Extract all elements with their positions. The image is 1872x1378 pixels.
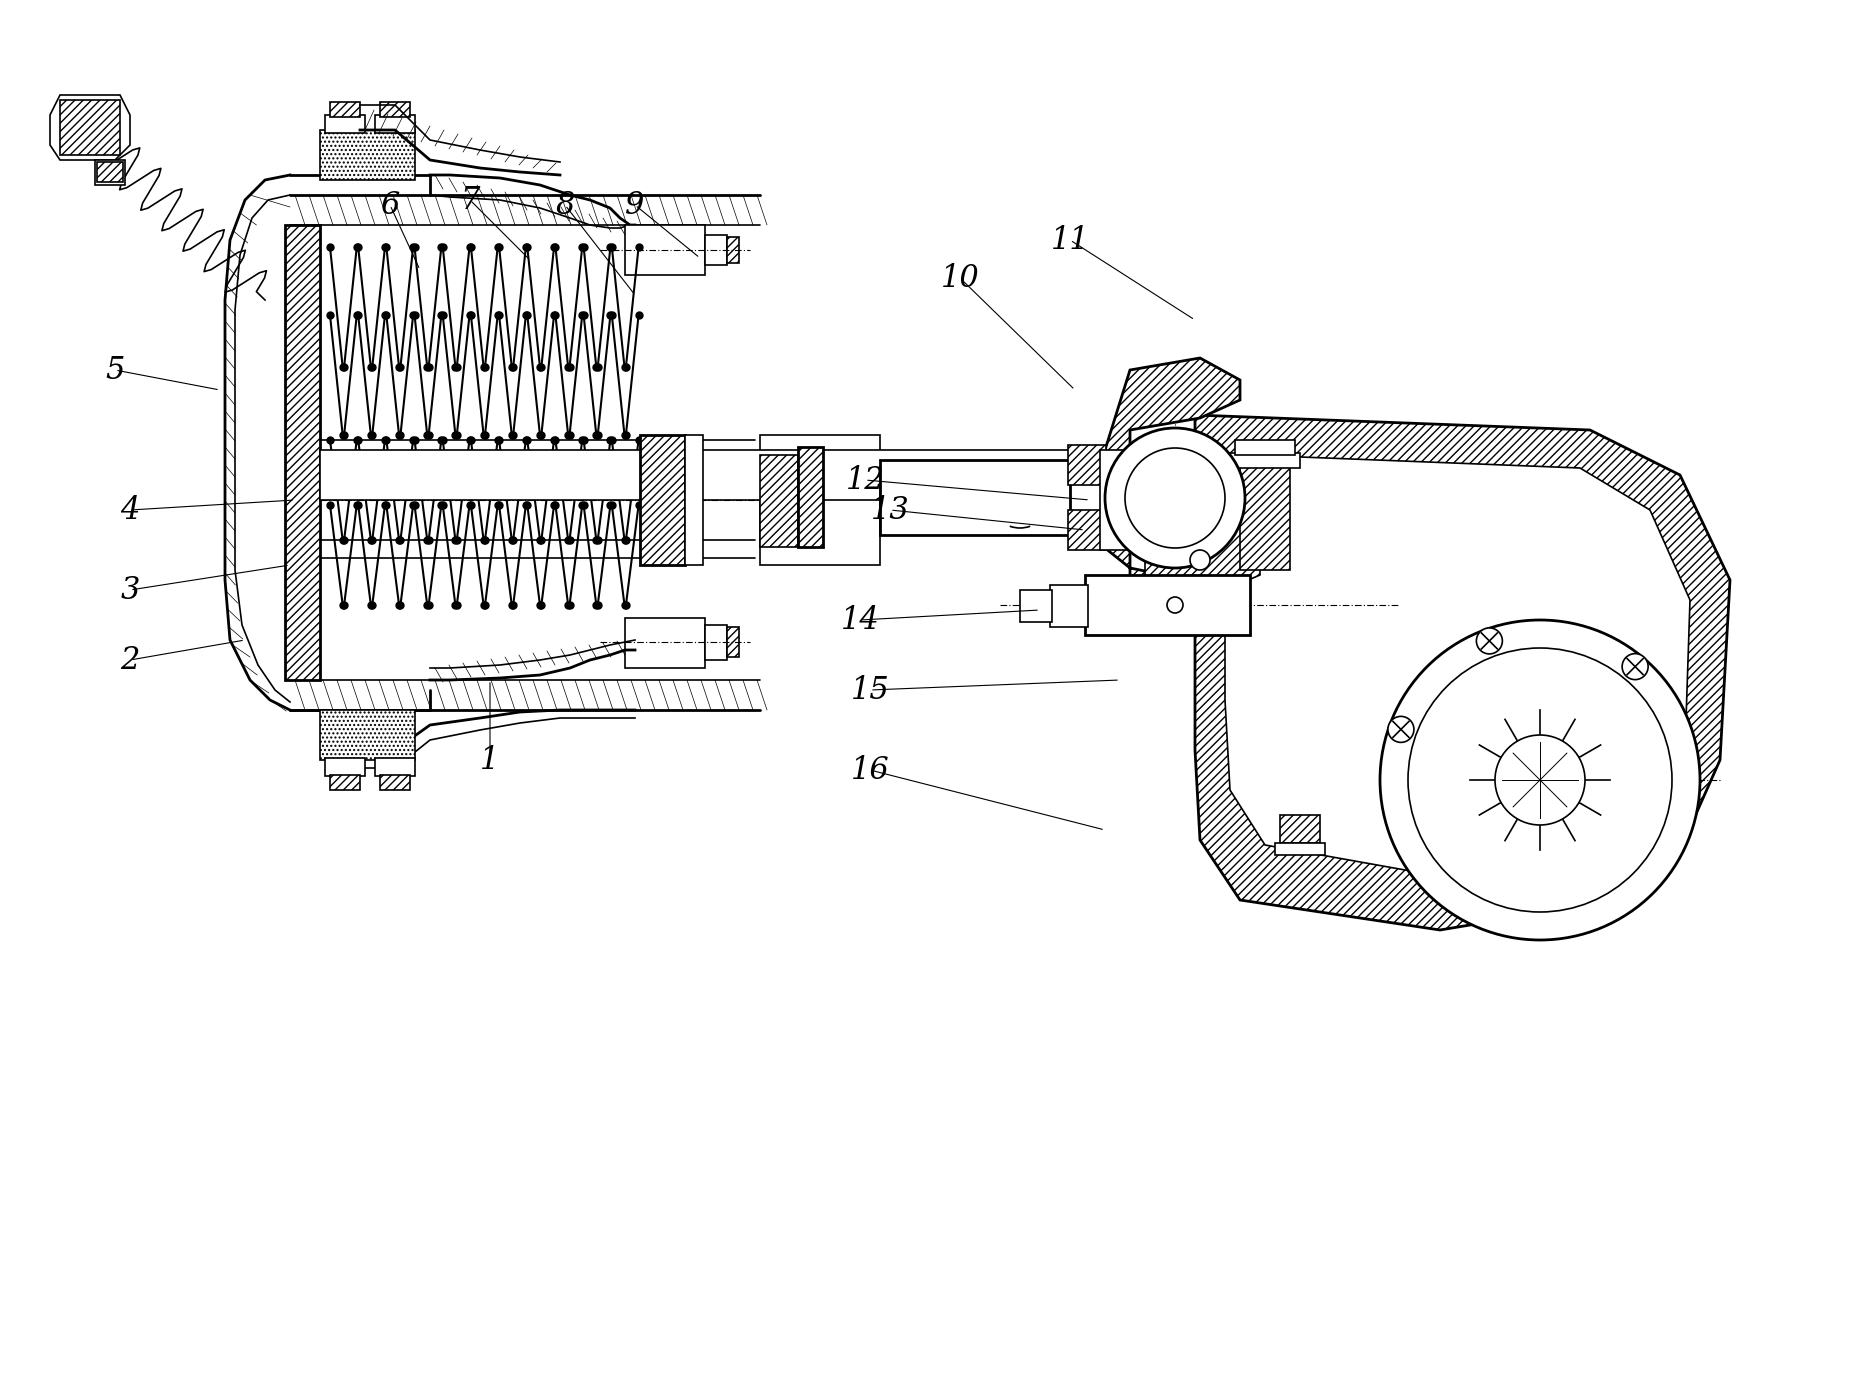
- Bar: [706, 626, 726, 660]
- Text: 12: 12: [846, 464, 884, 496]
- Text: 6: 6: [380, 190, 401, 220]
- Circle shape: [1477, 628, 1503, 655]
- Bar: [706, 236, 726, 265]
- Bar: [60, 101, 120, 154]
- Bar: [1020, 590, 1052, 621]
- Bar: [285, 225, 320, 679]
- Circle shape: [1166, 597, 1183, 613]
- Text: 8: 8: [556, 190, 575, 220]
- Bar: [374, 758, 416, 776]
- Bar: [797, 446, 824, 547]
- Polygon shape: [51, 95, 129, 160]
- Bar: [380, 102, 410, 117]
- Bar: [1069, 510, 1106, 550]
- Bar: [320, 130, 416, 181]
- Text: 9: 9: [625, 190, 644, 220]
- Circle shape: [1408, 648, 1672, 912]
- Bar: [1230, 453, 1299, 469]
- Circle shape: [1104, 429, 1245, 568]
- Bar: [329, 102, 359, 117]
- Bar: [1275, 843, 1325, 854]
- Polygon shape: [1224, 455, 1690, 878]
- Bar: [880, 460, 1071, 535]
- Bar: [1086, 575, 1250, 635]
- Bar: [374, 114, 416, 134]
- Bar: [320, 710, 416, 761]
- Polygon shape: [1104, 358, 1239, 635]
- Bar: [1239, 464, 1290, 570]
- Circle shape: [1380, 620, 1700, 940]
- Bar: [625, 617, 706, 668]
- Bar: [880, 467, 1131, 531]
- Text: 14: 14: [841, 605, 880, 635]
- Bar: [380, 774, 410, 790]
- Bar: [1280, 814, 1320, 843]
- Text: 4: 4: [120, 495, 140, 525]
- Bar: [97, 163, 124, 182]
- Text: 16: 16: [850, 755, 889, 785]
- Bar: [1236, 440, 1295, 455]
- Polygon shape: [1194, 415, 1730, 930]
- Text: 7: 7: [461, 185, 479, 215]
- Text: 2: 2: [120, 645, 140, 675]
- Circle shape: [1191, 550, 1209, 570]
- Text: 5: 5: [105, 354, 125, 386]
- Bar: [1101, 451, 1146, 550]
- Bar: [1050, 586, 1088, 627]
- Bar: [760, 435, 880, 565]
- Text: 1: 1: [481, 744, 500, 776]
- Bar: [726, 627, 739, 657]
- Polygon shape: [95, 160, 125, 185]
- Circle shape: [1387, 717, 1413, 743]
- Bar: [326, 758, 365, 776]
- Bar: [320, 451, 1080, 500]
- Text: 10: 10: [940, 262, 979, 294]
- Polygon shape: [1146, 445, 1260, 599]
- Text: 15: 15: [850, 674, 889, 706]
- Bar: [1069, 445, 1106, 485]
- Text: 13: 13: [870, 495, 910, 525]
- Bar: [685, 435, 704, 565]
- Bar: [726, 237, 739, 263]
- Bar: [625, 225, 706, 276]
- Circle shape: [1623, 653, 1647, 679]
- Circle shape: [1496, 734, 1586, 825]
- Circle shape: [1125, 448, 1224, 548]
- Bar: [326, 114, 365, 134]
- Bar: [329, 774, 359, 790]
- Bar: [760, 455, 797, 547]
- Text: 3: 3: [120, 575, 140, 605]
- Text: 11: 11: [1050, 225, 1090, 255]
- Bar: [640, 435, 685, 565]
